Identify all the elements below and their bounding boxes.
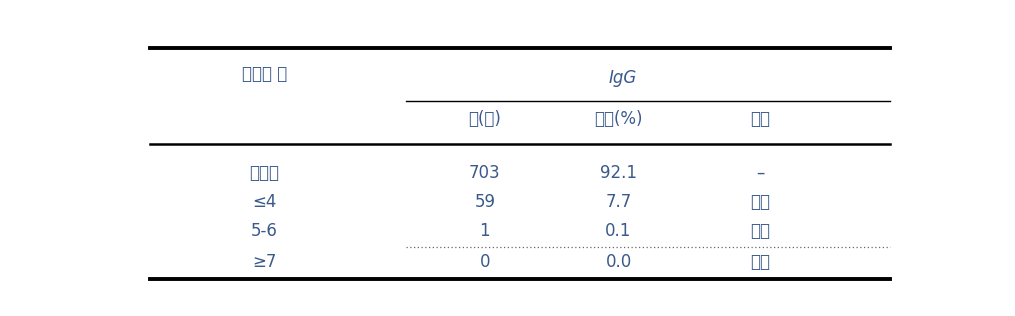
Text: 92.1: 92.1 bbox=[600, 164, 637, 182]
Text: IgG: IgG bbox=[608, 69, 636, 87]
Text: ≥7: ≥7 bbox=[253, 253, 277, 271]
Text: 경계: 경계 bbox=[750, 222, 770, 240]
Text: 양성: 양성 bbox=[750, 253, 770, 271]
Text: ≤4: ≤4 bbox=[253, 193, 277, 211]
Text: 5-6: 5-6 bbox=[251, 222, 278, 240]
Text: 703: 703 bbox=[469, 164, 500, 182]
Text: –: – bbox=[756, 164, 764, 182]
Text: 59: 59 bbox=[474, 193, 495, 211]
Text: 항체값 합: 항체값 합 bbox=[242, 65, 287, 83]
Text: 0.0: 0.0 bbox=[605, 253, 631, 271]
Text: 0: 0 bbox=[479, 253, 490, 271]
Text: 7.7: 7.7 bbox=[605, 193, 631, 211]
Text: 음성: 음성 bbox=[750, 193, 770, 211]
Text: 결과: 결과 bbox=[750, 110, 770, 128]
Text: 미시행: 미시행 bbox=[250, 164, 279, 182]
Text: 1: 1 bbox=[479, 222, 490, 240]
Text: 수(명): 수(명) bbox=[468, 110, 501, 128]
Text: 0.1: 0.1 bbox=[605, 222, 631, 240]
Text: 누적(%): 누적(%) bbox=[594, 110, 642, 128]
